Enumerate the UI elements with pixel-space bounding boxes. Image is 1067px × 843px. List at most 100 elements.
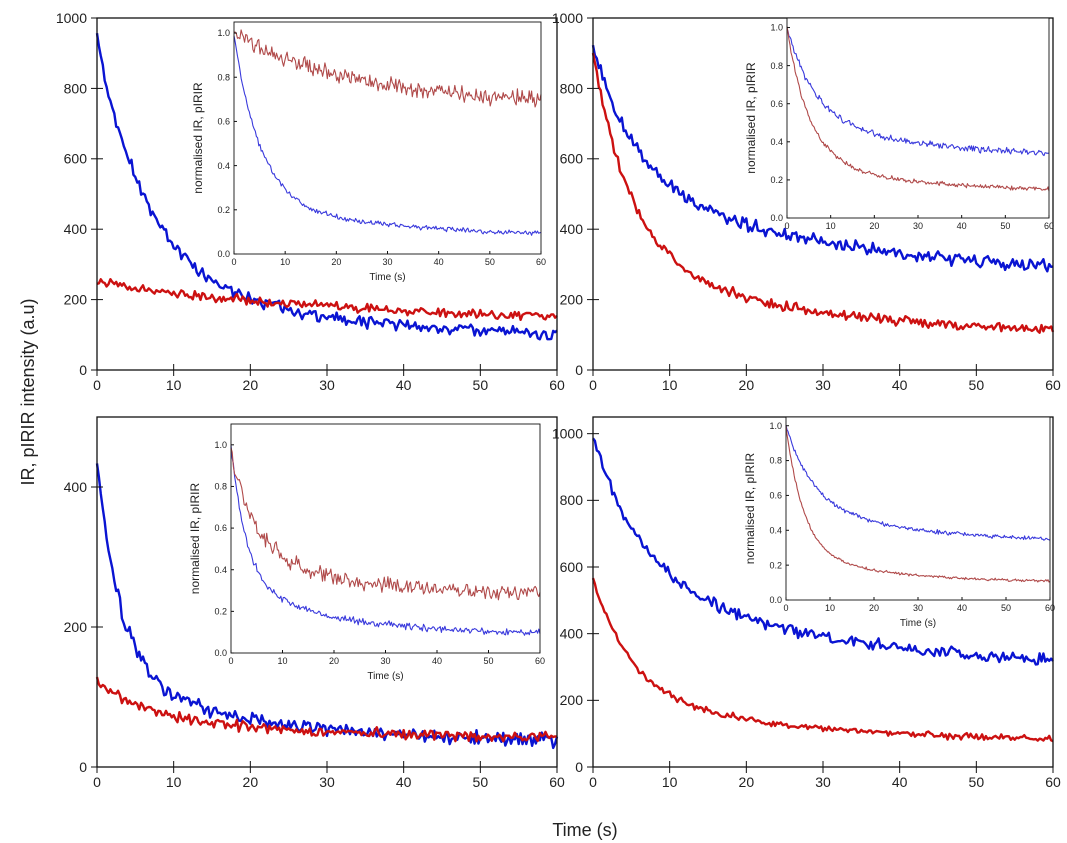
y-tick-label: 0.0 xyxy=(769,595,782,605)
x-tick-label: 20 xyxy=(869,221,879,231)
x-tick-label: 60 xyxy=(535,656,545,666)
y-tick-label: 400 xyxy=(560,221,584,237)
y-tick-label: 0 xyxy=(575,759,583,775)
x-tick-label: 20 xyxy=(739,377,755,393)
figure-x-axis-label: Time (s) xyxy=(552,820,617,840)
x-tick-label: 20 xyxy=(243,377,259,393)
y-tick-label: 400 xyxy=(64,479,88,495)
x-tick-label: 0 xyxy=(93,774,101,790)
inset-y-axis-label: normalised IR, pIRIR xyxy=(188,482,202,594)
x-tick-label: 50 xyxy=(1001,603,1011,613)
x-tick-label: 20 xyxy=(243,774,259,790)
x-tick-label: 10 xyxy=(166,774,182,790)
x-tick-label: 10 xyxy=(662,377,678,393)
x-tick-label: 60 xyxy=(1044,221,1054,231)
y-tick-label: 0 xyxy=(79,362,87,378)
inset-y-axis-label: normalised IR, pIRIR xyxy=(191,82,205,194)
x-tick-label: 40 xyxy=(396,377,412,393)
y-tick-label: 200 xyxy=(64,292,88,308)
x-tick-label: 50 xyxy=(1000,221,1010,231)
x-tick-label: 20 xyxy=(739,774,755,790)
y-tick-label: 1000 xyxy=(552,426,583,442)
x-tick-label: 30 xyxy=(913,221,923,231)
inset-x-axis-label: Time (s) xyxy=(369,272,405,283)
x-tick-label: 50 xyxy=(969,377,985,393)
x-tick-label: 30 xyxy=(319,774,335,790)
series-line-pirir xyxy=(233,29,542,108)
y-tick-label: 1000 xyxy=(56,10,87,26)
x-tick-label: 30 xyxy=(319,377,335,393)
y-tick-label: 0.8 xyxy=(214,482,227,492)
y-tick-label: 0.2 xyxy=(214,607,227,617)
x-tick-label: 30 xyxy=(382,257,392,267)
y-tick-label: 600 xyxy=(560,151,584,167)
y-tick-label: 0.6 xyxy=(214,523,227,533)
x-tick-label: 60 xyxy=(1045,774,1061,790)
x-tick-label: 30 xyxy=(815,774,831,790)
y-tick-label: 800 xyxy=(560,80,584,96)
y-tick-label: 0.0 xyxy=(770,213,783,223)
x-tick-label: 60 xyxy=(1045,377,1061,393)
y-tick-label: 0.8 xyxy=(217,72,230,82)
x-tick-label: 30 xyxy=(380,656,390,666)
inset-inset-a: 0 10 20 30 40 50 60 0.0 0.2 0.4 0.6 0.8 1.0 Time (s) n… xyxy=(191,21,546,283)
x-tick-label: 20 xyxy=(869,603,879,613)
x-tick-label: 50 xyxy=(473,377,489,393)
y-tick-label: 0.6 xyxy=(770,99,783,109)
y-tick-label: 0.4 xyxy=(217,161,230,171)
y-tick-label: 0.6 xyxy=(769,491,782,501)
x-tick-label: 10 xyxy=(277,656,287,666)
y-tick-label: 0.4 xyxy=(769,525,782,535)
series-line-pirir xyxy=(591,577,1054,743)
y-tick-label: 200 xyxy=(64,619,88,635)
x-tick-label: 0 xyxy=(783,603,788,613)
x-tick-label: 40 xyxy=(432,656,442,666)
x-tick-label: 0 xyxy=(589,377,597,393)
y-tick-label: 1.0 xyxy=(217,28,230,38)
x-tick-label: 10 xyxy=(826,221,836,231)
y-tick-label: 400 xyxy=(64,221,88,237)
inset-inset-c: 0 10 20 30 40 50 60 0.0 0.2 0.4 0.6 0.8 1.0 Time (s) n… xyxy=(188,423,545,682)
x-tick-label: 50 xyxy=(969,774,985,790)
plot-panels: 010203040506002004006008001000PH180C, IR… xyxy=(56,10,1061,790)
x-tick-label: 0 xyxy=(589,774,597,790)
y-tick-label: 600 xyxy=(560,559,584,575)
x-tick-label: 20 xyxy=(331,257,341,267)
y-tick-label: 1.0 xyxy=(770,23,783,33)
series-line-ir xyxy=(591,44,1054,273)
x-tick-label: 20 xyxy=(329,656,339,666)
y-tick-label: 0 xyxy=(575,362,583,378)
inset-y-axis-label: normalised IR, pIRIR xyxy=(744,62,758,174)
x-tick-label: 0 xyxy=(228,656,233,666)
y-tick-label: 0.0 xyxy=(214,648,227,658)
y-tick-label: 1000 xyxy=(552,10,583,26)
series-line-pirir xyxy=(786,26,1050,192)
series-line-ir xyxy=(785,424,1051,541)
inset-x-axis-label: Time (s) xyxy=(367,671,403,682)
x-tick-label: 60 xyxy=(549,774,565,790)
x-tick-label: 0 xyxy=(93,377,101,393)
series-line-pirir xyxy=(95,676,558,743)
y-tick-label: 0.0 xyxy=(217,249,230,259)
inset-background xyxy=(787,18,1049,218)
y-tick-label: 0.8 xyxy=(770,61,783,71)
x-tick-label: 40 xyxy=(892,774,908,790)
series-line-pirir xyxy=(591,52,1055,334)
y-tick-label: 0.4 xyxy=(214,565,227,575)
series-line-ir xyxy=(230,445,541,636)
series-line-pirir xyxy=(785,425,1051,583)
y-tick-label: 0.6 xyxy=(217,117,230,127)
inset-x-axis-label: Time (s) xyxy=(900,618,936,629)
y-tick-label: 1.0 xyxy=(214,440,227,450)
y-tick-label: 0 xyxy=(79,759,87,775)
x-tick-label: 40 xyxy=(396,774,412,790)
y-tick-label: 200 xyxy=(560,292,584,308)
series-line-ir xyxy=(233,35,542,236)
x-tick-label: 60 xyxy=(1045,603,1055,613)
inset-inset-b: 0 10 20 30 40 50 60 0.0 0.2 0.4 0.6 0.8 1.0 normalise… xyxy=(744,17,1054,231)
x-tick-label: 50 xyxy=(483,656,493,666)
inset-inset-d: 0 10 20 30 40 50 60 0.0 0.2 0.4 0.6 0.8 1.0 Time (s) n… xyxy=(743,416,1055,629)
y-tick-label: 0.2 xyxy=(770,175,783,185)
x-tick-label: 60 xyxy=(536,257,546,267)
